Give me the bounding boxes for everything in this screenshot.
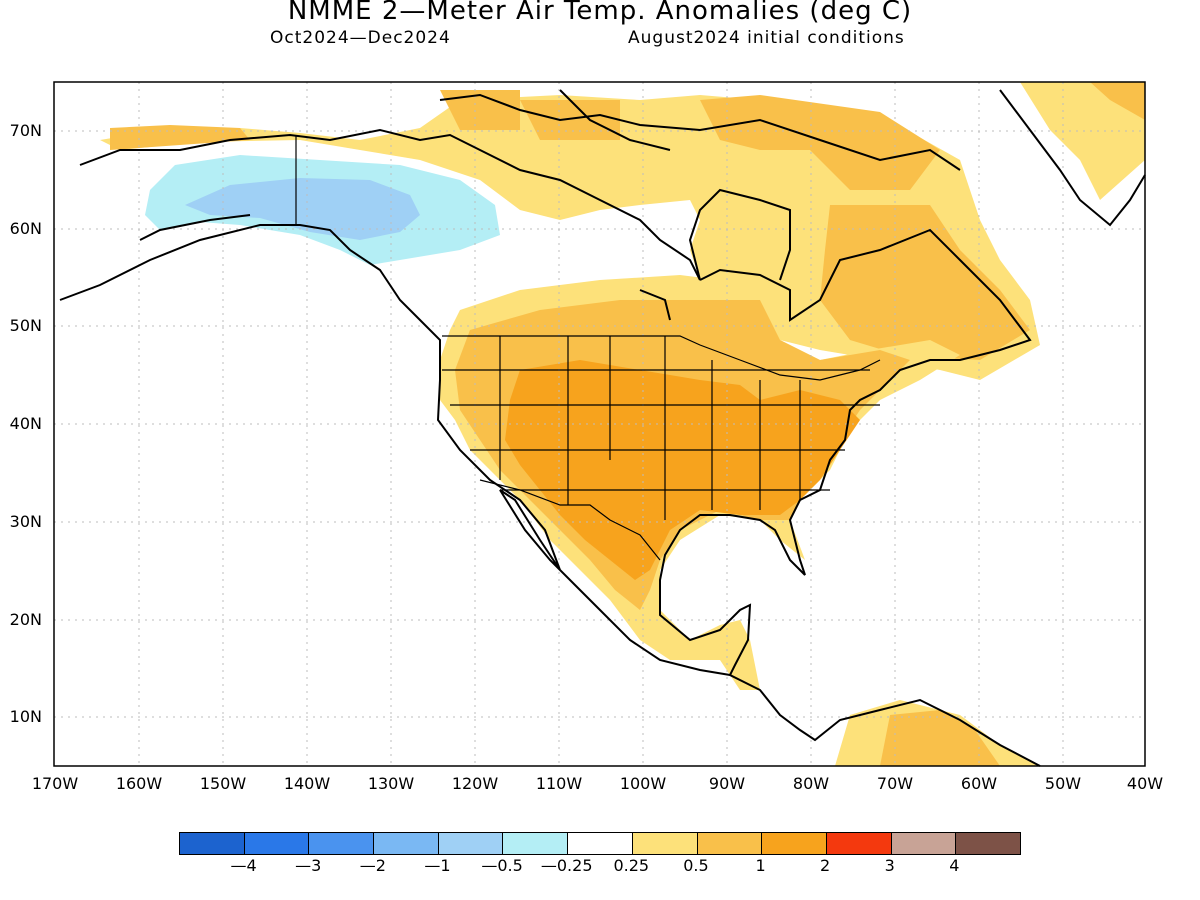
y-tick-label: 70N — [9, 121, 42, 140]
colorbar — [179, 832, 1021, 855]
x-tick-label: 140W — [283, 774, 331, 793]
y-tick-label: 30N — [9, 512, 42, 531]
colorbar-label: 2 — [820, 856, 831, 875]
colorbar-swatch — [697, 833, 763, 854]
anomaly-region-greenland — [1020, 82, 1145, 200]
colorbar-label: —2 — [359, 856, 386, 875]
colorbar-label: —0.25 — [540, 856, 593, 875]
colorbar-swatch — [438, 833, 504, 854]
x-tick-label: 110W — [535, 774, 583, 793]
x-tick-label: 100W — [619, 774, 667, 793]
x-tick-label: 120W — [451, 774, 499, 793]
colorbar-label: —4 — [230, 856, 257, 875]
x-tick-label: 150W — [199, 774, 247, 793]
colorbar-swatch — [632, 833, 698, 854]
y-tick-label: 60N — [9, 219, 42, 238]
colorbar-swatch — [891, 833, 957, 854]
colorbar-swatch — [309, 833, 375, 854]
colorbar-label: —0.5 — [481, 856, 523, 875]
x-tick-label: 170W — [31, 774, 79, 793]
colorbar-swatch — [762, 833, 827, 854]
colorbar-swatch — [374, 833, 439, 854]
x-tick-label: 50W — [1044, 774, 1082, 793]
chart-title: NMME 2—Meter Air Temp. Anomalies (deg C) — [287, 0, 913, 26]
map-plot-area — [53, 81, 1146, 767]
colorbar-swatch — [180, 833, 245, 854]
y-tick-label: 20N — [9, 610, 42, 629]
colorbar-label: —1 — [424, 856, 451, 875]
colorbar-swatch — [244, 833, 310, 854]
colorbar-label: 4 — [949, 856, 960, 875]
x-tick-label: 60W — [960, 774, 998, 793]
colorbar-swatch — [826, 833, 892, 854]
y-tick-label: 40N — [9, 414, 42, 433]
colorbar-swatch — [956, 833, 1020, 854]
forecast-period: Oct2024—Dec2024 — [270, 28, 451, 48]
y-tick-label: 50N — [9, 316, 42, 335]
x-tick-label: 80W — [792, 774, 830, 793]
colorbar-swatch — [568, 833, 633, 854]
initial-conditions: August2024 initial conditions — [628, 28, 905, 48]
x-tick-label: 40W — [1126, 774, 1164, 793]
coastlines — [59, 89, 1146, 767]
x-tick-label: 90W — [708, 774, 746, 793]
political-boundaries — [295, 135, 881, 561]
colorbar-label: 0.5 — [683, 856, 709, 875]
x-tick-label: 130W — [367, 774, 415, 793]
anomaly-region-northern-canada — [100, 95, 1040, 380]
x-tick-label: 70W — [876, 774, 914, 793]
map-frame — [53, 81, 1146, 767]
y-tick-label: 10N — [9, 707, 42, 726]
colorbar-label: —3 — [295, 856, 322, 875]
colorbar-swatch — [503, 833, 569, 854]
colorbar-label: 0.25 — [613, 856, 650, 875]
colorbar-label: 3 — [884, 856, 895, 875]
graticule — [54, 82, 1145, 766]
x-tick-label: 160W — [115, 774, 163, 793]
colorbar-label: 1 — [755, 856, 766, 875]
